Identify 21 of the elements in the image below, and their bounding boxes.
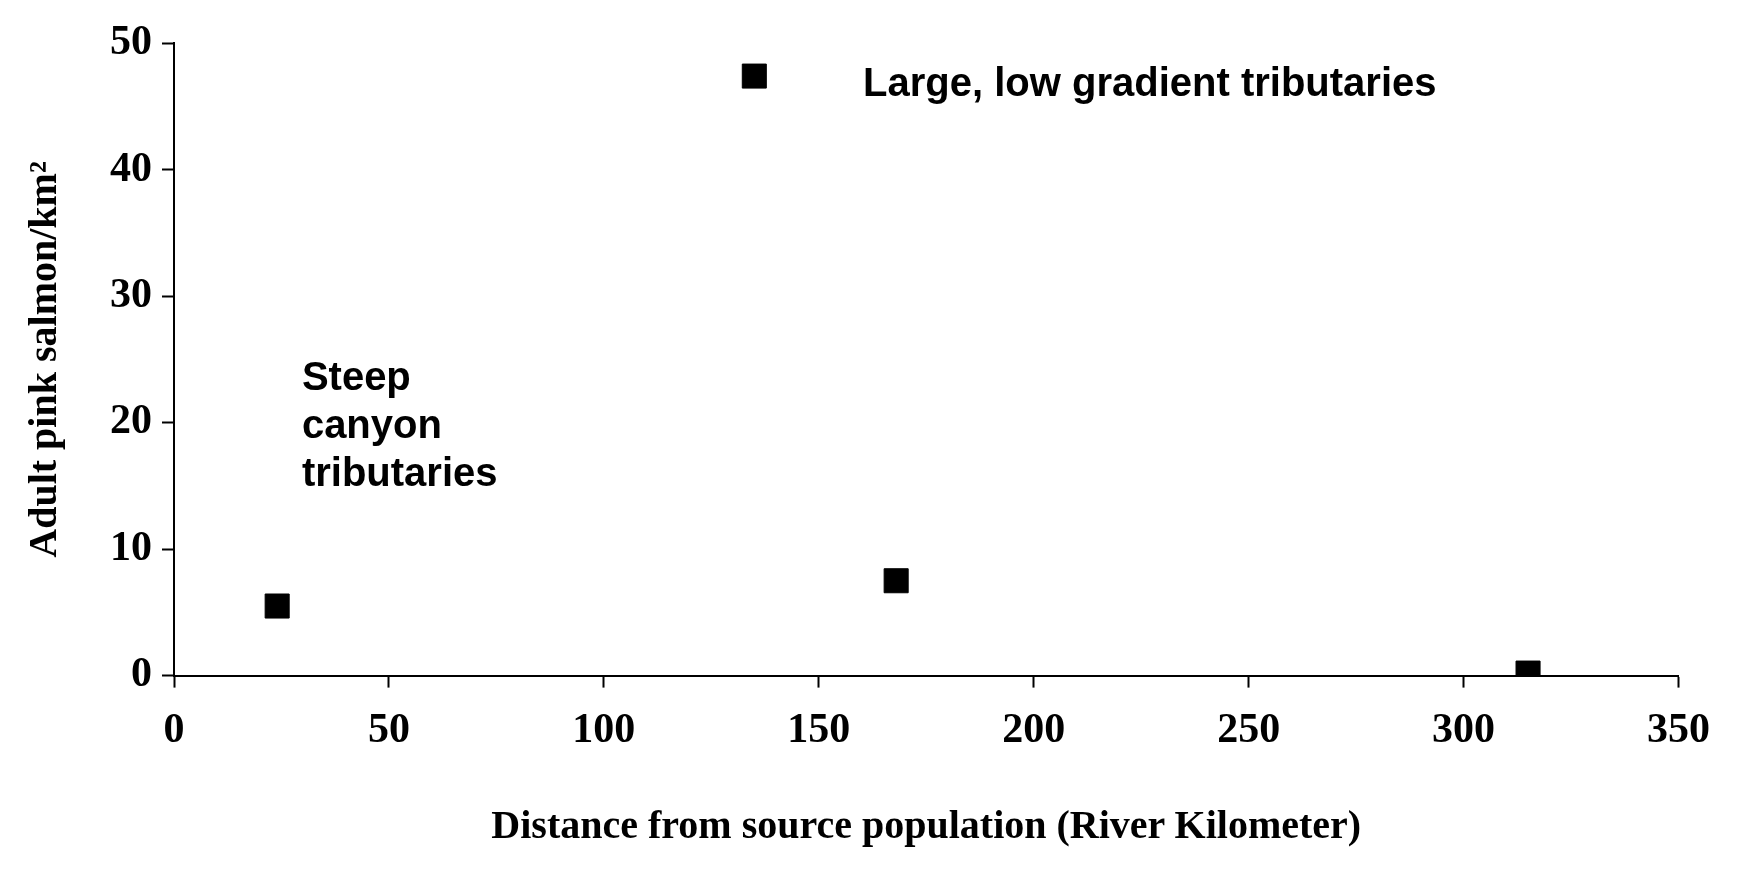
y-tick-label: 40	[110, 143, 152, 190]
point	[741, 63, 767, 89]
y-tick-label: 10	[110, 522, 152, 569]
x-tick-label: 300	[1432, 704, 1496, 751]
y-axis-title: Adult pink salmon/km²	[20, 161, 66, 558]
y-tick-label: 20	[110, 396, 152, 443]
x-tick-label: 250	[1217, 704, 1281, 751]
x-tick-label: 0	[163, 704, 185, 751]
x-tick-label: 350	[1647, 704, 1710, 751]
point	[264, 593, 290, 619]
annotation: Large, low gradient tributaries	[863, 60, 1437, 105]
y-tick-label: 50	[110, 17, 152, 64]
x-tick-label: 100	[572, 704, 636, 751]
point	[883, 568, 909, 594]
x-tick-label: 200	[1002, 704, 1066, 751]
annotation: Steep canyon tributaries	[301, 354, 498, 495]
y-tick-label: 0	[131, 649, 152, 696]
x-tick-label: 50	[367, 704, 410, 751]
x-tick-label: 150	[787, 704, 851, 751]
x-axis-title: Distance from source population (River Kilometer)	[491, 802, 1362, 848]
y-tick-label: 30	[110, 270, 152, 316]
